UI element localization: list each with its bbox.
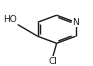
- Text: Cl: Cl: [49, 57, 57, 66]
- Text: HO: HO: [3, 15, 17, 24]
- Text: N: N: [72, 18, 79, 27]
